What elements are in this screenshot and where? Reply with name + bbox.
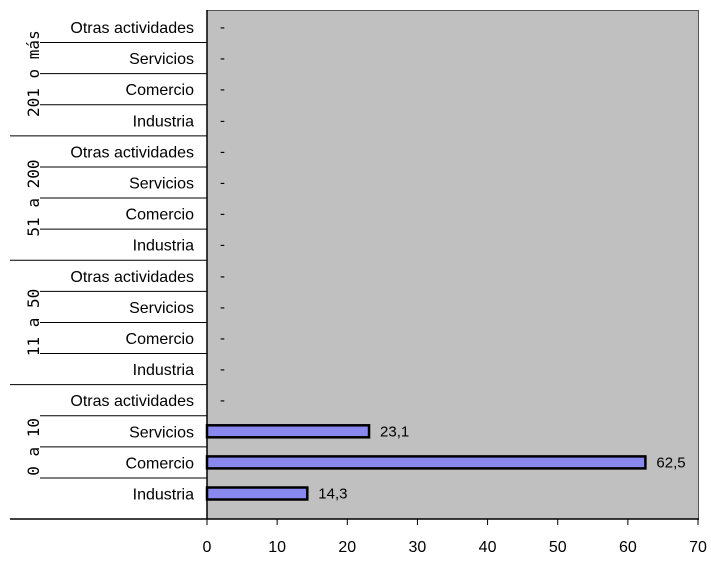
x-tick-label-50: 50 xyxy=(549,539,567,556)
group-label-11-a-50: 11 a 50 xyxy=(24,289,43,356)
x-tick-label-60: 60 xyxy=(619,539,637,556)
x-tick-label-0: 0 xyxy=(203,539,212,556)
x-tick-label-20: 20 xyxy=(338,539,356,556)
x-tick-label-70: 70 xyxy=(689,539,707,556)
group-label-0-a-10: 0 a 10 xyxy=(24,418,43,476)
value-label-201-o-mas-comercio: - xyxy=(220,81,225,98)
value-label-201-o-mas-servicios: - xyxy=(220,50,225,67)
bars xyxy=(205,424,647,501)
category-label-11-a-50-industria: Industria xyxy=(133,362,194,379)
category-label-0-a-10-comercio: Comercio xyxy=(126,455,195,472)
category-label-0-a-10-servicios: Servicios xyxy=(129,424,194,441)
value-label-201-o-mas-industria: - xyxy=(220,112,225,129)
plot-area xyxy=(207,10,698,519)
category-label-51-a-200-servicios: Servicios xyxy=(129,176,194,193)
category-label-201-o-mas-industria: Industria xyxy=(133,113,194,130)
value-label-0-a-10-comercio: 62,5 xyxy=(656,454,685,471)
category-label-201-o-mas-servicios: Servicios xyxy=(129,51,194,68)
category-label-51-a-200-otras-actividades: Otras actividades xyxy=(70,144,194,161)
bar-0-a-10-servicios xyxy=(205,424,371,439)
data-labels: - - - - - - - - - - - - - 23,1 62,5 14,3 xyxy=(220,19,686,503)
value-label-0-a-10-industria: 14,3 xyxy=(318,486,347,503)
category-label-51-a-200-comercio: Comercio xyxy=(126,207,195,224)
category-label-201-o-mas-comercio: Comercio xyxy=(126,82,195,99)
value-label-11-a-50-otras-actividades: - xyxy=(220,268,225,285)
category-label-11-a-50-servicios: Servicios xyxy=(129,300,194,317)
value-label-201-o-mas-otras-actividades: - xyxy=(220,19,225,36)
group-label-51-a-200: 51 a 200 xyxy=(24,160,43,237)
value-label-0-a-10-otras-actividades: - xyxy=(220,392,225,409)
category-label-51-a-200-industria: Industria xyxy=(133,238,194,255)
group-label-201-o-mas: 201 o más xyxy=(24,30,43,117)
x-tick-label-10: 10 xyxy=(268,539,286,556)
value-label-51-a-200-otras-actividades: - xyxy=(220,143,225,160)
axes: Otras actividades Servicios Comercio Indust… xyxy=(10,10,707,556)
value-label-0-a-10-servicios: 23,1 xyxy=(380,423,409,440)
x-tick-label-40: 40 xyxy=(479,539,497,556)
value-label-11-a-50-industria: - xyxy=(220,361,225,378)
value-label-51-a-200-servicios: - xyxy=(220,175,225,192)
category-label-11-a-50-comercio: Comercio xyxy=(126,331,195,348)
value-label-51-a-200-industria: - xyxy=(220,237,225,254)
x-tick-label-30: 30 xyxy=(409,539,427,556)
bar-0-a-10-industria xyxy=(205,486,309,501)
category-label-201-o-mas-otras-actividades: Otras actividades xyxy=(70,20,194,37)
category-label-0-a-10-otras-actividades: Otras actividades xyxy=(70,393,194,410)
value-label-51-a-200-comercio: - xyxy=(220,206,225,223)
category-label-0-a-10-industria: Industria xyxy=(133,487,194,504)
value-label-11-a-50-servicios: - xyxy=(220,299,225,316)
bar-0-a-10-comercio xyxy=(205,455,647,470)
category-label-11-a-50-otras-actividades: Otras actividades xyxy=(70,269,194,286)
value-label-11-a-50-comercio: - xyxy=(220,330,225,347)
